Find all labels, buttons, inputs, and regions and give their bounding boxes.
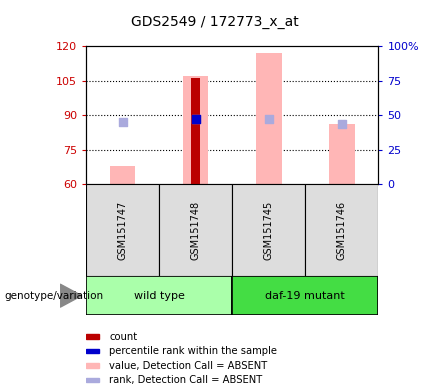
- Point: [192, 116, 199, 122]
- Bar: [183, 76, 209, 184]
- Text: daf-19 mutant: daf-19 mutant: [265, 291, 345, 301]
- Polygon shape: [60, 284, 82, 307]
- Text: count: count: [110, 332, 138, 342]
- Text: GSM151745: GSM151745: [264, 201, 274, 260]
- Point: [338, 121, 345, 127]
- Text: genotype/variation: genotype/variation: [4, 291, 104, 301]
- Bar: [86, 349, 99, 353]
- Point: [192, 116, 199, 122]
- Text: value, Detection Call = ABSENT: value, Detection Call = ABSENT: [110, 361, 268, 371]
- Bar: [191, 78, 200, 184]
- Bar: [232, 184, 305, 276]
- Text: GSM151747: GSM151747: [117, 201, 128, 260]
- Point: [265, 116, 272, 122]
- Bar: [86, 184, 159, 276]
- Bar: [232, 276, 378, 315]
- Text: GSM151746: GSM151746: [337, 201, 347, 260]
- Bar: [86, 363, 99, 368]
- Text: GDS2549 / 172773_x_at: GDS2549 / 172773_x_at: [131, 15, 299, 29]
- Bar: [159, 184, 232, 276]
- Point: [119, 119, 126, 125]
- Bar: [256, 53, 282, 184]
- Bar: [86, 334, 99, 339]
- Bar: [305, 184, 378, 276]
- Bar: [86, 378, 99, 382]
- Text: percentile rank within the sample: percentile rank within the sample: [110, 346, 277, 356]
- Bar: [110, 166, 135, 184]
- Bar: [329, 124, 355, 184]
- Text: wild type: wild type: [134, 291, 184, 301]
- Text: rank, Detection Call = ABSENT: rank, Detection Call = ABSENT: [110, 375, 263, 384]
- Bar: [86, 276, 232, 315]
- Text: GSM151748: GSM151748: [190, 201, 201, 260]
